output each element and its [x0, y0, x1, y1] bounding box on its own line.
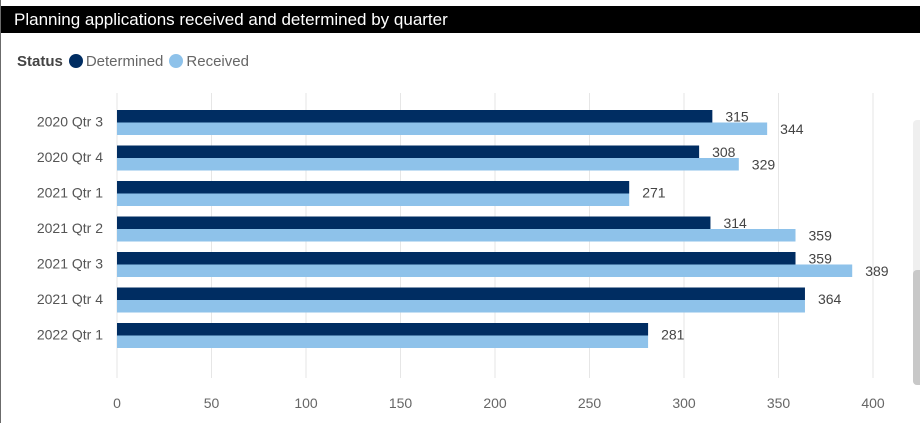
x-tick-label: 0 — [113, 395, 121, 411]
bar-determined-5 — [117, 287, 805, 300]
data-label-determined-0: 315 — [725, 109, 749, 125]
bar-received-5 — [117, 300, 805, 313]
data-label-determined-2: 271 — [642, 185, 666, 201]
y-category-label: 2020 Qtr 3 — [37, 114, 103, 130]
legend-label-determined: Determined — [85, 52, 164, 70]
data-label-received-1: 329 — [752, 157, 776, 173]
x-tick-label: 100 — [294, 395, 318, 411]
legend-label-received: Received — [186, 52, 249, 70]
bar-received-2 — [117, 193, 630, 206]
legend-dot-received-icon — [169, 54, 184, 68]
data-label-determined-5: 364 — [818, 291, 842, 307]
y-category-label: 2021 Qtr 1 — [37, 185, 103, 201]
legend-item-received[interactable]: Received — [169, 53, 249, 70]
data-label-received-3: 359 — [809, 228, 833, 244]
x-tick-label: 350 — [767, 395, 791, 411]
x-tick-label: 250 — [578, 395, 602, 411]
y-category-label: 2021 Qtr 2 — [37, 220, 103, 236]
bar-determined-1 — [117, 145, 700, 158]
x-tick-label: 300 — [672, 395, 696, 411]
bar-received-6 — [117, 335, 649, 348]
bar-received-1 — [117, 158, 739, 171]
legend: Status Determined Received — [17, 52, 255, 70]
bar-received-4 — [117, 264, 853, 277]
bar-determined-6 — [117, 323, 649, 336]
x-tick-label: 150 — [389, 395, 413, 411]
x-tick-label: 200 — [483, 395, 507, 411]
x-tick-label: 50 — [204, 395, 220, 411]
x-tick-label: 400 — [861, 395, 885, 411]
legend-dot-determined-icon — [68, 54, 83, 68]
legend-item-determined[interactable]: Determined — [68, 52, 164, 70]
bar-determined-4 — [117, 252, 796, 265]
data-label-received-4: 389 — [865, 263, 889, 279]
data-label-determined-6: 281 — [661, 327, 685, 343]
legend-title: Status — [17, 52, 63, 70]
bar-determined-2 — [117, 181, 630, 194]
y-category-label: 2022 Qtr 1 — [37, 327, 103, 343]
data-label-determined-1: 308 — [712, 144, 736, 160]
data-label-received-0: 344 — [780, 121, 804, 137]
bar-determined-0 — [117, 110, 713, 123]
scrollbar-thumb[interactable] — [913, 270, 920, 385]
scrollbar-track[interactable] — [913, 120, 920, 385]
y-category-label: 2021 Qtr 4 — [37, 291, 103, 307]
y-category-label: 2020 Qtr 4 — [37, 149, 103, 165]
bar-received-0 — [117, 122, 768, 135]
data-label-determined-3: 314 — [723, 215, 747, 231]
bar-determined-3 — [117, 216, 711, 229]
y-category-label: 2021 Qtr 3 — [37, 256, 103, 272]
chart-title: Planning applications received and deter… — [14, 10, 448, 29]
title-bar: Planning applications received and deter… — [1, 6, 920, 33]
data-label-determined-4: 359 — [809, 251, 833, 267]
bar-received-3 — [117, 229, 796, 242]
